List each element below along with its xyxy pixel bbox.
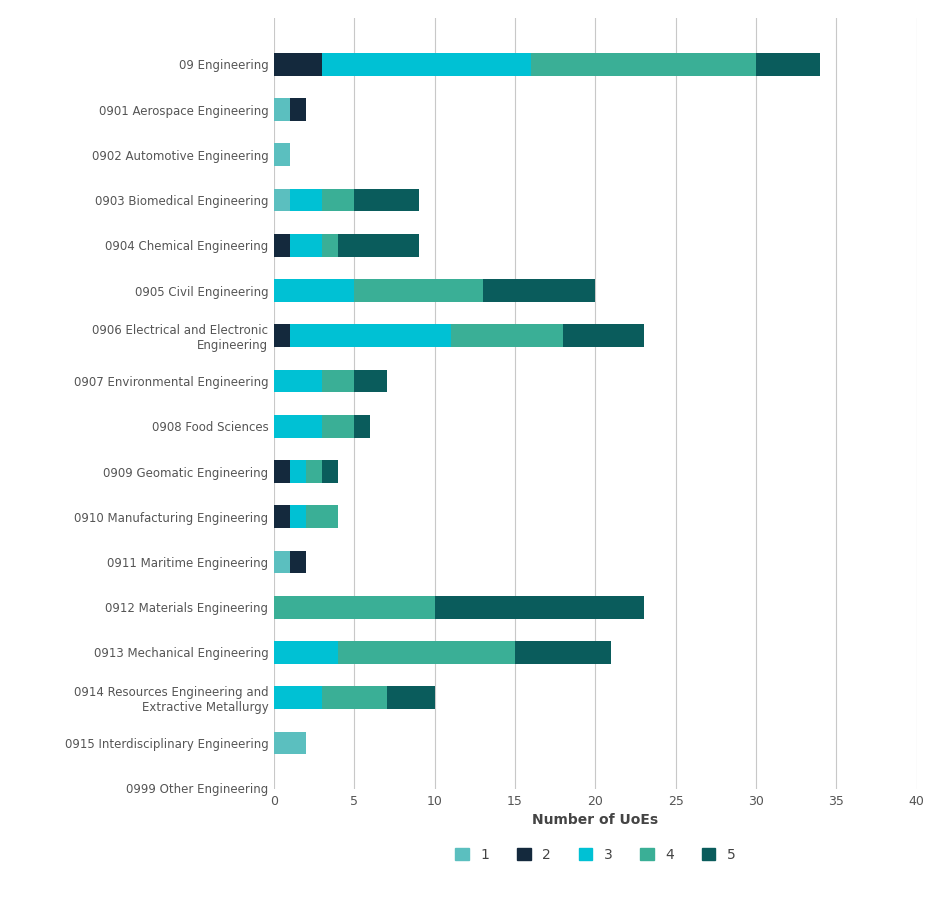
Bar bbox=[322, 234, 338, 257]
Bar bbox=[290, 188, 322, 212]
Bar bbox=[386, 686, 434, 709]
Bar bbox=[274, 370, 322, 392]
Bar bbox=[354, 188, 418, 212]
Bar bbox=[322, 370, 354, 392]
Bar bbox=[274, 99, 290, 121]
Bar bbox=[274, 641, 338, 664]
Bar bbox=[322, 53, 531, 75]
Bar bbox=[306, 460, 322, 483]
Bar bbox=[306, 505, 338, 528]
Bar bbox=[274, 279, 354, 302]
Bar bbox=[290, 460, 306, 483]
Bar bbox=[274, 686, 322, 709]
Bar bbox=[290, 505, 306, 528]
Bar bbox=[450, 325, 563, 347]
Bar bbox=[322, 415, 354, 438]
Bar bbox=[514, 641, 611, 664]
Bar bbox=[338, 641, 514, 664]
Bar bbox=[354, 415, 370, 438]
Bar bbox=[274, 53, 322, 75]
Bar bbox=[290, 551, 306, 573]
Bar bbox=[290, 234, 322, 257]
Bar bbox=[274, 188, 290, 212]
Bar bbox=[274, 460, 290, 483]
Bar bbox=[274, 732, 306, 754]
Bar bbox=[274, 551, 290, 573]
Bar bbox=[322, 686, 386, 709]
Bar bbox=[322, 460, 338, 483]
Bar bbox=[354, 279, 482, 302]
Bar bbox=[274, 415, 322, 438]
X-axis label: Number of UoEs: Number of UoEs bbox=[531, 814, 658, 827]
Bar bbox=[274, 596, 434, 619]
Bar bbox=[274, 234, 290, 257]
Bar bbox=[434, 596, 643, 619]
Legend: 1, 2, 3, 4, 5: 1, 2, 3, 4, 5 bbox=[449, 842, 740, 867]
Bar bbox=[482, 279, 595, 302]
Bar bbox=[755, 53, 819, 75]
Bar bbox=[354, 370, 386, 392]
Bar bbox=[274, 505, 290, 528]
Bar bbox=[322, 188, 354, 212]
Bar bbox=[563, 325, 643, 347]
Bar bbox=[290, 325, 450, 347]
Bar bbox=[274, 325, 290, 347]
Bar bbox=[290, 99, 306, 121]
Bar bbox=[531, 53, 755, 75]
Bar bbox=[274, 144, 290, 166]
Bar bbox=[338, 234, 418, 257]
